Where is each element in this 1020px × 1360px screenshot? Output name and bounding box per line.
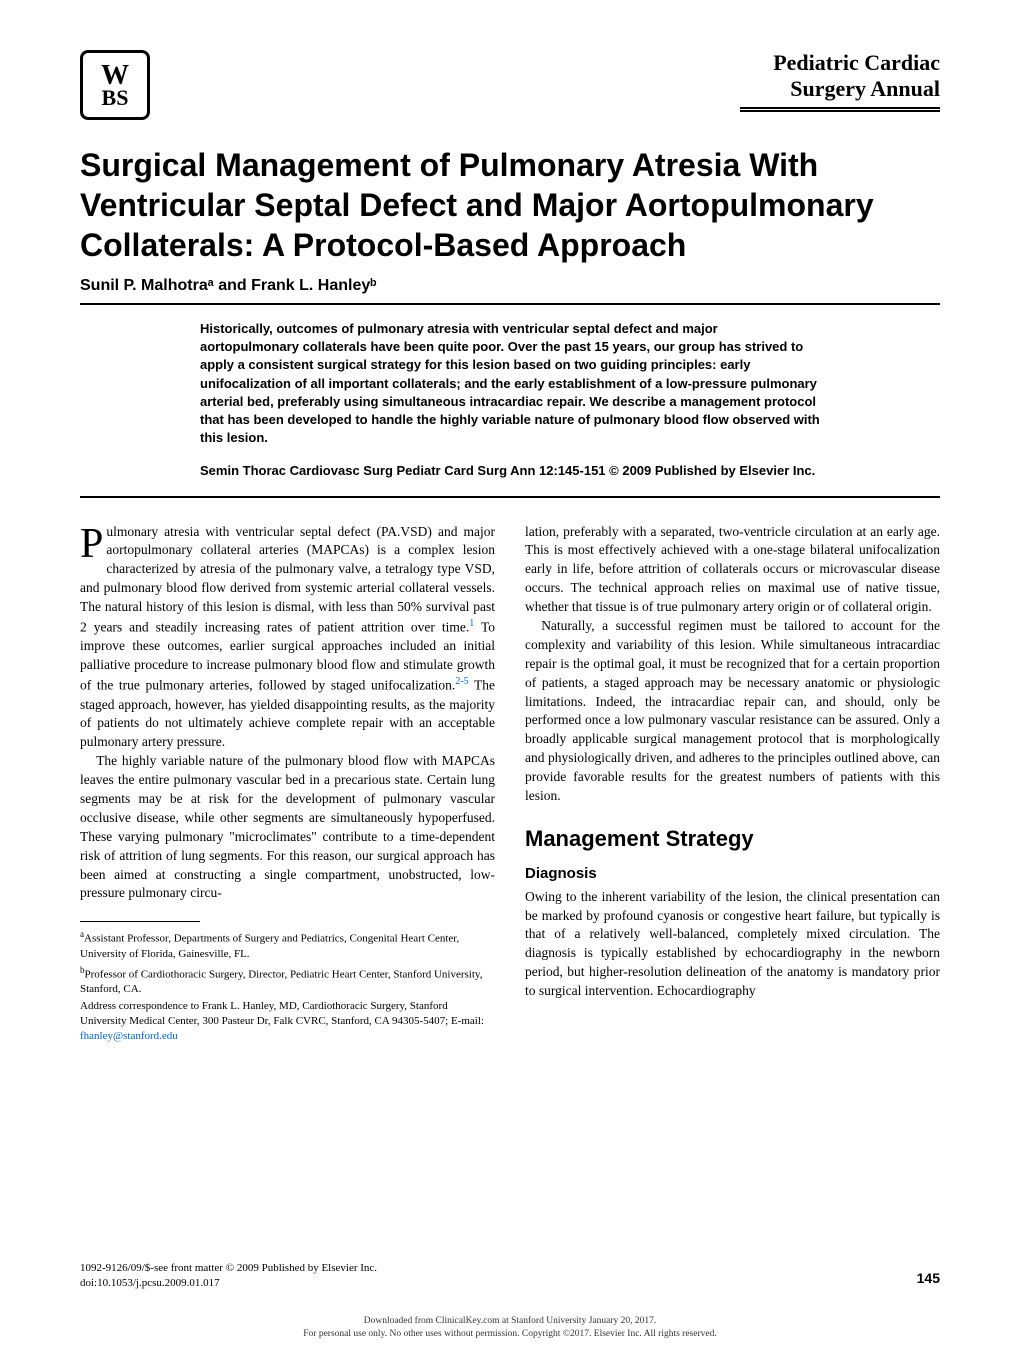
subsection-heading: Diagnosis — [525, 863, 940, 884]
journal-line1: Pediatric Cardiac — [773, 50, 940, 75]
footnote-a-text: Assistant Professor, Departments of Surg… — [80, 933, 459, 960]
col2-para-2: Naturally, a successful regimen must be … — [525, 617, 940, 806]
footnote-correspondence: Address correspondence to Frank L. Hanle… — [80, 999, 495, 1044]
p1-text-a: ulmonary atresia with ventricular septal… — [80, 524, 495, 635]
logo-top-text: W — [101, 63, 129, 88]
page-header: W BS Pediatric Cardiac Surgery Annual — [80, 50, 940, 120]
logo-bottom-text: BS — [102, 88, 129, 108]
ref-2-5[interactable]: 2-5 — [455, 676, 468, 687]
correspondence-email[interactable]: fhanley@stanford.edu — [80, 1030, 178, 1042]
copyright-text: 1092-9126/09/$-see front matter © 2009 P… — [80, 1262, 377, 1274]
download-line1: Downloaded from ClinicalKey.com at Stanf… — [364, 1316, 657, 1326]
page-number: 145 — [917, 1270, 940, 1286]
article-title: Surgical Management of Pulmonary Atresia… — [80, 145, 940, 265]
footnote-rule — [80, 921, 200, 922]
download-footer: Downloaded from ClinicalKey.com at Stanf… — [0, 1315, 1020, 1340]
section-heading: Management Strategy — [525, 824, 940, 855]
intro-para-2: The highly variable nature of the pulmon… — [80, 752, 495, 903]
journal-name: Pediatric Cardiac Surgery Annual — [740, 50, 940, 103]
body-columns: Pulmonary atresia with ventricular septa… — [80, 523, 940, 1046]
abstract-citation: Semin Thorac Cardiovasc Surg Pediatr Car… — [200, 462, 820, 480]
publisher-logo: W BS — [80, 50, 150, 120]
authors: Sunil P. Malhotraᵃ and Frank L. Hanleyᵇ — [80, 277, 940, 295]
footnote-b-text: Professor of Cardiothoracic Surgery, Dir… — [80, 968, 482, 995]
journal-rule — [740, 107, 940, 112]
footnote-a: aAssistant Professor, Departments of Sur… — [80, 928, 495, 961]
journal-title-block: Pediatric Cardiac Surgery Annual — [740, 50, 940, 112]
doi-text: doi:10.1053/j.pcsu.2009.01.017 — [80, 1277, 220, 1289]
intro-para-1: Pulmonary atresia with ventricular septa… — [80, 523, 495, 753]
abstract: Historically, outcomes of pulmonary atre… — [200, 320, 820, 447]
download-line2: For personal use only. No other uses wit… — [303, 1329, 716, 1339]
diagnosis-para: Owing to the inherent variability of the… — [525, 888, 940, 1001]
bottom-rule — [80, 496, 940, 498]
dropcap: P — [80, 523, 106, 563]
footer-copyright: 1092-9126/09/$-see front matter © 2009 P… — [80, 1261, 377, 1290]
journal-line2: Surgery Annual — [790, 76, 940, 101]
footnote-b: bProfessor of Cardiothoracic Surgery, Di… — [80, 964, 495, 997]
footnote-c-text: Address correspondence to Frank L. Hanle… — [80, 1000, 484, 1027]
column-right: lation, preferably with a separated, two… — [525, 523, 940, 1046]
top-rule — [80, 303, 940, 305]
col2-para-1: lation, preferably with a separated, two… — [525, 523, 940, 617]
column-left: Pulmonary atresia with ventricular septa… — [80, 523, 495, 1046]
